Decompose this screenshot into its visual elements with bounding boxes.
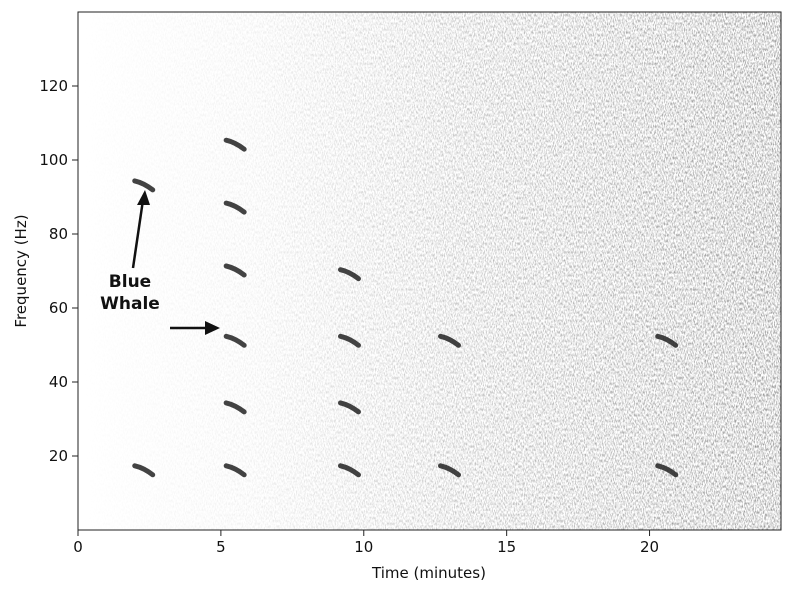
plot-frame bbox=[77, 11, 782, 531]
x-tick-label: 5 bbox=[216, 538, 226, 556]
x-tick-label: 0 bbox=[73, 538, 83, 556]
call bbox=[438, 463, 462, 478]
call bbox=[223, 137, 247, 152]
x-tick-label: 10 bbox=[354, 538, 373, 556]
x-axis-label: Time (minutes) bbox=[371, 564, 486, 582]
y-tick-label: 20 bbox=[49, 447, 68, 465]
call bbox=[655, 333, 679, 348]
call bbox=[337, 400, 361, 415]
call bbox=[132, 178, 156, 193]
call bbox=[132, 463, 156, 478]
y-tick-label: 60 bbox=[49, 299, 68, 317]
call bbox=[223, 200, 247, 215]
call bbox=[438, 333, 462, 348]
annotation-text: Whale bbox=[100, 294, 160, 314]
y-tick-label: 40 bbox=[49, 373, 68, 391]
call bbox=[337, 333, 361, 348]
y-tick-label: 120 bbox=[39, 77, 68, 95]
call bbox=[337, 463, 361, 478]
call bbox=[223, 400, 247, 415]
call bbox=[223, 463, 247, 478]
annotation: Blue Whale bbox=[100, 190, 220, 335]
spectrogram-noise bbox=[78, 12, 781, 530]
arrow-head bbox=[205, 321, 220, 335]
marks bbox=[132, 137, 679, 478]
arrow bbox=[131, 199, 145, 269]
call bbox=[337, 267, 361, 282]
y-axis-label: Frequency (Hz) bbox=[12, 214, 30, 327]
call bbox=[223, 263, 247, 278]
call bbox=[223, 333, 247, 348]
y-tick-label: 80 bbox=[49, 225, 68, 243]
call bbox=[655, 463, 679, 478]
y-tick-label: 100 bbox=[39, 151, 68, 169]
x-tick-label: 15 bbox=[497, 538, 516, 556]
x-tick-label: 20 bbox=[640, 538, 659, 556]
arrow-head bbox=[137, 190, 150, 205]
annotation-text: Blue bbox=[109, 272, 151, 292]
